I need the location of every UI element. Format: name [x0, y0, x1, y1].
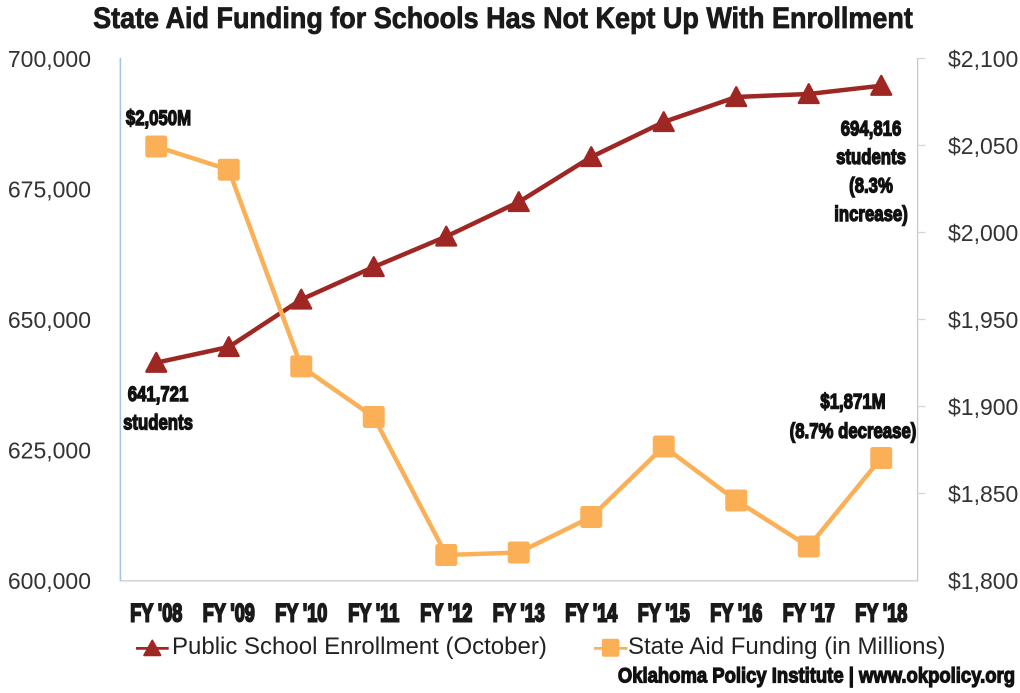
svg-text:$1,950: $1,950: [948, 307, 1018, 333]
svg-text:students: students: [123, 412, 193, 435]
svg-text:$2,000: $2,000: [948, 220, 1018, 246]
svg-text:FY '12: FY '12: [420, 598, 472, 627]
svg-text:FY '11: FY '11: [348, 598, 399, 627]
svg-text:increase): increase): [834, 203, 908, 226]
svg-text:FY '08: FY '08: [130, 598, 182, 627]
svg-text:FY '09: FY '09: [203, 598, 255, 627]
svg-text:FY '10: FY '10: [275, 598, 327, 627]
svg-text:$1,871M: $1,871M: [820, 391, 885, 414]
svg-text:Public School Enrollment (Octo: Public School Enrollment (October): [172, 633, 547, 660]
svg-text:Oklahoma Policy Institute | ww: Oklahoma Policy Institute | www.okpolicy…: [618, 664, 1015, 687]
svg-text:FY '18: FY '18: [855, 598, 907, 627]
svg-text:675,000: 675,000: [8, 176, 91, 202]
svg-text:FY '14: FY '14: [565, 598, 617, 627]
svg-text:641,721: 641,721: [128, 383, 189, 406]
svg-text:FY '15: FY '15: [638, 598, 690, 627]
svg-text:700,000: 700,000: [8, 46, 91, 72]
svg-text:FY '17: FY '17: [783, 598, 835, 627]
svg-text:FY '16: FY '16: [710, 598, 762, 627]
svg-text:$2,050: $2,050: [948, 133, 1018, 159]
svg-text:FY '13: FY '13: [493, 598, 545, 627]
svg-text:$2,100: $2,100: [948, 46, 1018, 72]
svg-text:$1,900: $1,900: [948, 394, 1018, 420]
svg-text:(8.7% decrease): (8.7% decrease): [790, 420, 917, 443]
svg-text:600,000: 600,000: [8, 568, 91, 594]
svg-text:650,000: 650,000: [8, 307, 91, 333]
svg-text:State Aid Funding for Schools: State Aid Funding for Schools Has Not Ke…: [93, 2, 913, 36]
svg-text:State Aid Funding (in Millions: State Aid Funding (in Millions): [628, 633, 945, 660]
svg-text:$2,050M: $2,050M: [126, 107, 191, 130]
svg-text:625,000: 625,000: [8, 437, 91, 463]
svg-text:$1,800: $1,800: [948, 568, 1018, 594]
svg-text:students: students: [836, 146, 906, 169]
svg-text:$1,850: $1,850: [948, 481, 1018, 507]
svg-text:(8.3%: (8.3%: [849, 175, 893, 198]
svg-text:694,816: 694,816: [841, 118, 902, 141]
